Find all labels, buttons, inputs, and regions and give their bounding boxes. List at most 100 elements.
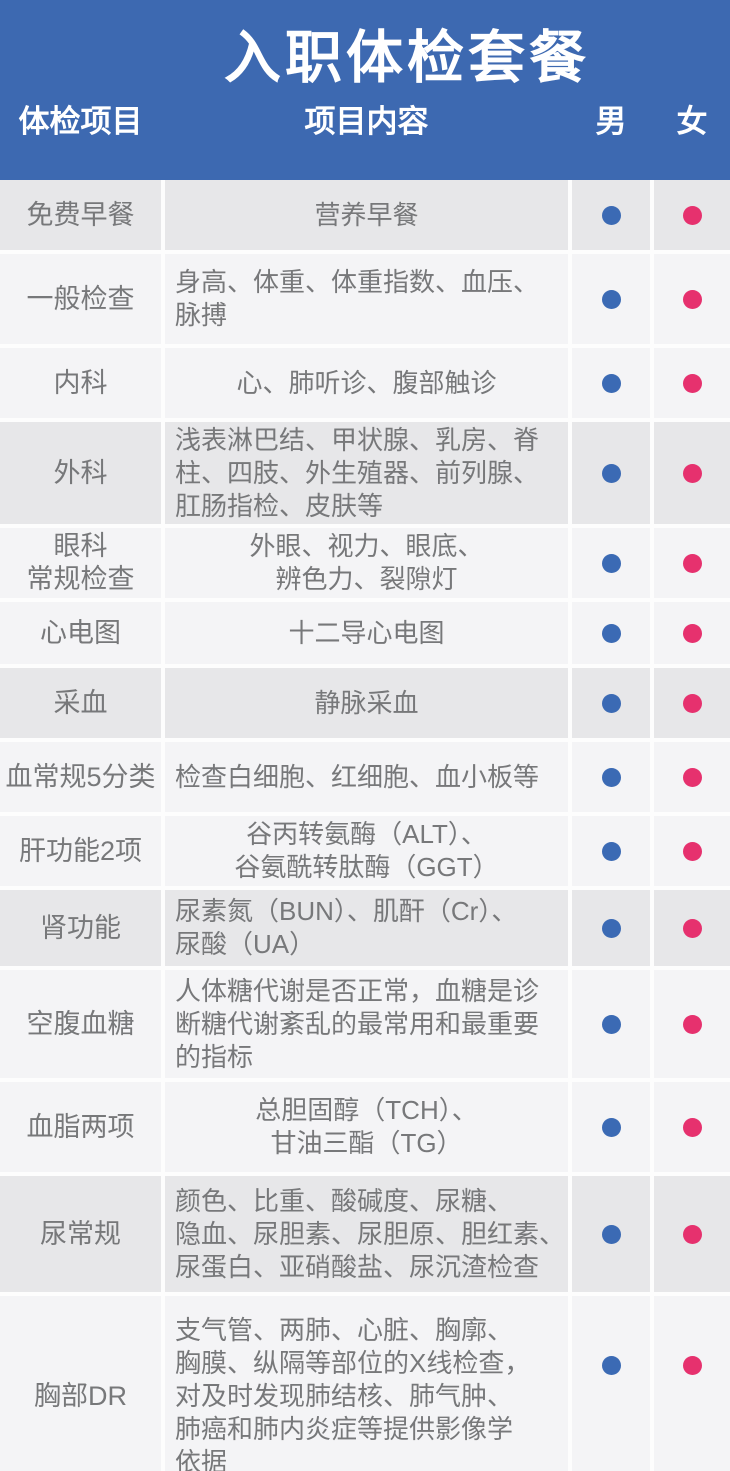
item-content: 浅表淋巴结、甲状腺、乳房、脊 柱、四肢、外生殖器、前列腺、 肛肠指检、皮肤等	[165, 422, 568, 524]
female-included-dot-icon	[682, 205, 702, 225]
male-dot-cell	[572, 528, 650, 598]
male-included-dot-icon	[601, 693, 621, 713]
exam-item-label: 血脂两项	[0, 1082, 161, 1172]
column-header-male: 男	[595, 104, 627, 139]
female-included-dot-icon	[682, 373, 702, 393]
item-content: 心、肺听诊、腹部触诊	[165, 348, 568, 418]
column-header-content: 项目内容	[304, 104, 429, 139]
exam-item-label: 外科	[0, 422, 161, 524]
male-included-dot-icon	[601, 463, 621, 483]
male-included-dot-icon	[601, 289, 621, 309]
male-dot-cell	[572, 348, 650, 418]
male-dot-cell	[572, 180, 650, 250]
table-row: 肾功能 尿素氮（BUN）、肌酐（Cr）、 尿酸（UA）	[0, 890, 730, 966]
female-included-dot-icon	[682, 1356, 702, 1375]
male-dot-cell	[572, 602, 650, 664]
female-included-dot-icon	[682, 918, 702, 938]
female-dot-cell	[654, 180, 730, 250]
female-dot-cell	[654, 422, 730, 524]
table-row: 空腹血糖 人体糖代谢是否正常，血糖是诊 断糖代谢紊乱的最常用和最重要 的指标	[0, 970, 730, 1078]
male-dot-cell	[572, 1082, 650, 1172]
male-included-dot-icon	[601, 1224, 621, 1244]
exam-item-label: 肝功能2项	[0, 816, 161, 886]
item-content: 身高、体重、体重指数、血压、 脉搏	[165, 254, 568, 344]
table-column-headers: 体检项目 项目内容 男 女	[0, 102, 730, 142]
female-dot-cell	[654, 1176, 730, 1292]
male-dot-cell	[572, 816, 650, 886]
female-included-dot-icon	[682, 767, 702, 787]
male-dot-cell	[572, 254, 650, 344]
female-included-dot-icon	[682, 623, 702, 643]
male-included-dot-icon	[601, 1356, 621, 1375]
item-content: 十二导心电图	[165, 602, 568, 664]
female-dot-cell	[654, 970, 730, 1078]
male-dot-cell	[572, 970, 650, 1078]
table-row: 内科 心、肺听诊、腹部触诊	[0, 348, 730, 418]
exam-item-label: 眼科 常规检查	[0, 528, 161, 598]
table-row: 一般检查 身高、体重、体重指数、血压、 脉搏	[0, 254, 730, 344]
male-included-dot-icon	[601, 841, 621, 861]
table-row: 肝功能2项 谷丙转氨酶（ALT）、 谷氨酰转肽酶（GGT）	[0, 816, 730, 886]
exam-item-label: 心电图	[0, 602, 161, 664]
male-included-dot-icon	[601, 1014, 621, 1034]
male-included-dot-icon	[601, 373, 621, 393]
table-row: 尿常规 颜色、比重、酸碱度、尿糖、 隐血、尿胆素、尿胆原、胆红素、 尿蛋白、亚硝…	[0, 1176, 730, 1292]
exam-item-label: 免费早餐	[0, 180, 161, 250]
card-header: 入职体检套餐 体检项目 项目内容 男 女	[0, 0, 730, 180]
male-dot-cell	[572, 668, 650, 738]
exam-item-label: 血常规5分类	[0, 742, 161, 812]
exam-item-label: 尿常规	[0, 1176, 161, 1292]
male-dot-cell	[572, 422, 650, 524]
female-dot-cell	[654, 254, 730, 344]
exam-table: 免费早餐 营养早餐 一般检查 身高、体重、体重指数、血压、 脉搏 内科 心、肺听…	[0, 180, 730, 1471]
male-dot-cell	[572, 890, 650, 966]
exam-item-label: 采血	[0, 668, 161, 738]
exam-item-label: 胸部DR	[0, 1296, 161, 1471]
female-dot-cell	[654, 602, 730, 664]
female-included-dot-icon	[682, 289, 702, 309]
table-row: 血常规5分类 检查白细胞、红细胞、血小板等	[0, 742, 730, 812]
male-included-dot-icon	[601, 918, 621, 938]
item-content: 人体糖代谢是否正常，血糖是诊 断糖代谢紊乱的最常用和最重要 的指标	[165, 970, 568, 1078]
item-content: 检查白细胞、红细胞、血小板等	[165, 742, 568, 812]
female-dot-cell	[654, 668, 730, 738]
exam-item-label: 内科	[0, 348, 161, 418]
female-included-dot-icon	[682, 553, 702, 573]
item-content: 总胆固醇（TCH）、 甘油三酯（TG）	[165, 1082, 568, 1172]
item-content: 颜色、比重、酸碱度、尿糖、 隐血、尿胆素、尿胆原、胆红素、 尿蛋白、亚硝酸盐、尿…	[165, 1176, 568, 1292]
female-dot-cell	[654, 528, 730, 598]
female-dot-cell	[654, 1296, 730, 1471]
exam-item-label: 肾功能	[0, 890, 161, 966]
male-included-dot-icon	[601, 1117, 621, 1137]
female-dot-cell	[654, 1082, 730, 1172]
item-content: 外眼、视力、眼底、 辨色力、裂隙灯	[165, 528, 568, 598]
male-included-dot-icon	[601, 553, 621, 573]
item-content: 营养早餐	[165, 180, 568, 250]
male-included-dot-icon	[601, 767, 621, 787]
column-header-female: 女	[676, 104, 708, 139]
table-row: 免费早餐 营养早餐	[0, 180, 730, 250]
page-title: 入职体检套餐	[224, 26, 590, 90]
female-included-dot-icon	[682, 1224, 702, 1244]
female-included-dot-icon	[682, 1117, 702, 1137]
female-dot-cell	[654, 348, 730, 418]
column-header-item: 体检项目	[18, 104, 143, 139]
female-dot-cell	[654, 742, 730, 812]
female-included-dot-icon	[682, 463, 702, 483]
female-dot-cell	[654, 890, 730, 966]
male-dot-cell	[572, 1176, 650, 1292]
item-content: 支气管、两肺、心脏、胸廓、 胸膜、纵隔等部位的X线检查， 对及时发现肺结核、肺气…	[165, 1296, 568, 1471]
female-included-dot-icon	[682, 693, 702, 713]
female-dot-cell	[654, 816, 730, 886]
male-dot-cell	[572, 1296, 650, 1471]
table-row: 心电图 十二导心电图	[0, 602, 730, 664]
table-row: 眼科 常规检查 外眼、视力、眼底、 辨色力、裂隙灯	[0, 528, 730, 598]
item-content: 谷丙转氨酶（ALT）、 谷氨酰转肽酶（GGT）	[165, 816, 568, 886]
female-included-dot-icon	[682, 1014, 702, 1034]
item-content: 尿素氮（BUN）、肌酐（Cr）、 尿酸（UA）	[165, 890, 568, 966]
table-row: 胸部DR 支气管、两肺、心脏、胸廓、 胸膜、纵隔等部位的X线检查， 对及时发现肺…	[0, 1296, 730, 1471]
male-dot-cell	[572, 742, 650, 812]
exam-item-label: 一般检查	[0, 254, 161, 344]
table-row: 采血 静脉采血	[0, 668, 730, 738]
